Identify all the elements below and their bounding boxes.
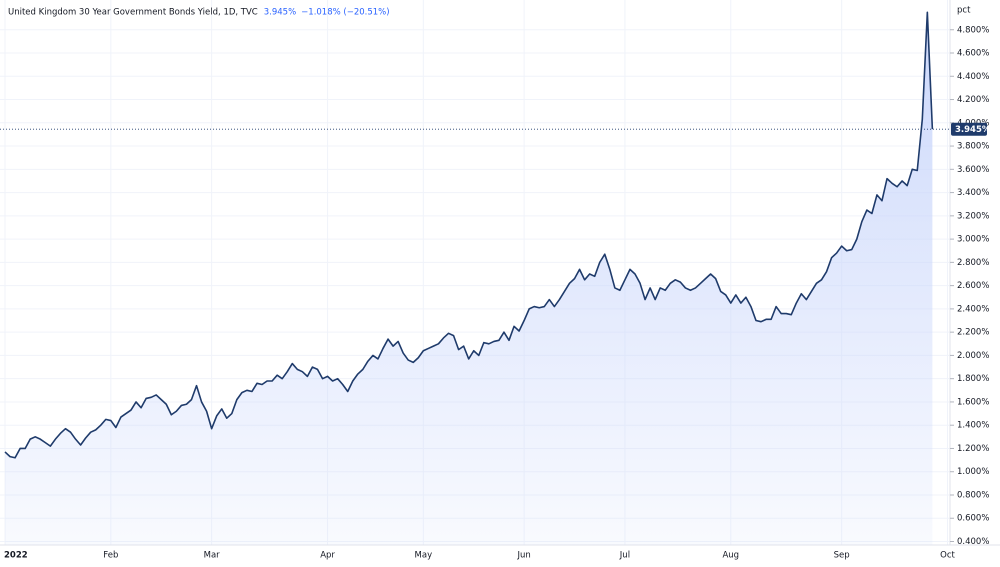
y-tick-label: 4.600% bbox=[957, 49, 989, 59]
area bbox=[5, 12, 933, 546]
y-tick-label: 1.600% bbox=[957, 397, 989, 407]
x-tick-label: Mar bbox=[204, 551, 221, 561]
y-tick-label: 2.400% bbox=[957, 304, 989, 314]
x-tick-label: Jul bbox=[619, 551, 630, 561]
y-tick-label: 2.800% bbox=[957, 258, 989, 268]
y-tick-label: 3.600% bbox=[957, 165, 989, 175]
y-tick-label: 1.800% bbox=[957, 374, 989, 384]
y-tick-label: 0.600% bbox=[957, 514, 989, 524]
line bbox=[4, 11, 934, 459]
y-tick-label: 0.800% bbox=[957, 490, 989, 500]
y-tick-label: 3.800% bbox=[957, 142, 989, 152]
y-tick-label: 0.400% bbox=[957, 537, 989, 547]
y-tick-label: 3.200% bbox=[957, 211, 989, 221]
plot bbox=[0, 11, 950, 546]
y-tick-label: 1.400% bbox=[957, 421, 989, 431]
header-change: −1.018% (−20.51%) bbox=[301, 8, 389, 18]
y-tick-label: 1.200% bbox=[957, 444, 989, 454]
x-tick-label: Sep bbox=[834, 551, 850, 561]
last-price-box bbox=[951, 122, 987, 136]
x-tick-label: Jun bbox=[516, 551, 530, 561]
y-tick-label: 4.200% bbox=[957, 95, 989, 105]
y-tick-label: 3.400% bbox=[957, 188, 989, 198]
last-price-label: 3.945% bbox=[955, 125, 991, 135]
x-tick-label: 2022 bbox=[4, 551, 28, 561]
y-tick-label: 1.000% bbox=[957, 467, 989, 477]
x-tick-label: Aug bbox=[722, 551, 739, 561]
y-tick-label: 4.400% bbox=[957, 72, 989, 82]
axes: 0.400% 0.600% 0.800% 1.000% 1.200% 1.400% 1.60… bbox=[4, 25, 991, 560]
y-tick-label: 4.800% bbox=[957, 25, 989, 35]
x-tick-label: Oct bbox=[940, 551, 955, 561]
y-tick-label: 2.000% bbox=[957, 351, 989, 361]
y-tick-label: 2.600% bbox=[957, 281, 989, 291]
x-tick-label: Feb bbox=[103, 551, 118, 561]
y-axis-label: pct bbox=[957, 6, 971, 16]
x-tick-label: May bbox=[415, 551, 433, 561]
header-last: 3.945% bbox=[264, 8, 296, 18]
y-tick-label: 2.200% bbox=[957, 328, 989, 338]
chart-title: United Kingdom 30 Year Government Bonds … bbox=[8, 8, 258, 18]
x-tick-label: Apr bbox=[320, 551, 335, 561]
y-tick-label: 3.000% bbox=[957, 235, 989, 245]
